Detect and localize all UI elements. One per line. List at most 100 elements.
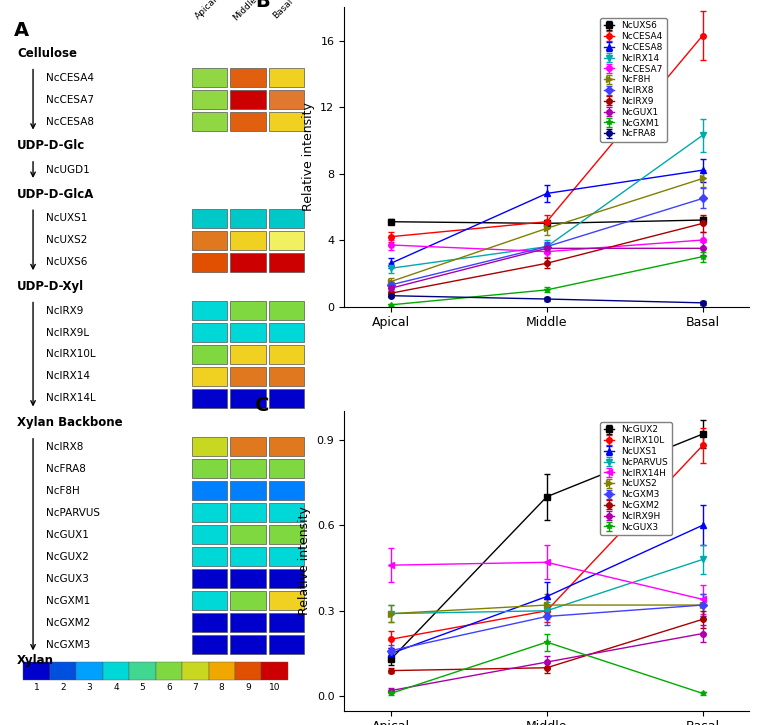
FancyBboxPatch shape <box>192 209 227 228</box>
FancyBboxPatch shape <box>192 90 227 109</box>
FancyBboxPatch shape <box>230 112 266 131</box>
FancyBboxPatch shape <box>235 662 261 680</box>
Text: 1: 1 <box>34 683 39 692</box>
Legend: NcGUX2, NcIRX10L, NcUXS1, NcPARVUS, NcIRX14H, NcUXS2, NcGXM3, NcGXM2, NcIRX9H, N: NcGUX2, NcIRX10L, NcUXS1, NcPARVUS, NcIR… <box>600 422 672 535</box>
FancyBboxPatch shape <box>230 481 266 500</box>
Text: NcIRX8: NcIRX8 <box>45 442 83 452</box>
FancyBboxPatch shape <box>269 301 304 320</box>
FancyBboxPatch shape <box>182 662 208 680</box>
FancyBboxPatch shape <box>192 481 227 500</box>
FancyBboxPatch shape <box>269 526 304 544</box>
FancyBboxPatch shape <box>129 662 156 680</box>
FancyBboxPatch shape <box>192 460 227 478</box>
Text: NcGXM1: NcGXM1 <box>45 596 90 605</box>
FancyBboxPatch shape <box>192 367 227 386</box>
Text: NcUXS2: NcUXS2 <box>45 235 87 245</box>
FancyBboxPatch shape <box>230 209 266 228</box>
Text: NcUGD1: NcUGD1 <box>45 165 89 175</box>
FancyBboxPatch shape <box>230 367 266 386</box>
FancyBboxPatch shape <box>269 635 304 654</box>
Text: NcPARVUS: NcPARVUS <box>45 507 100 518</box>
FancyBboxPatch shape <box>230 613 266 632</box>
FancyBboxPatch shape <box>269 90 304 109</box>
FancyBboxPatch shape <box>269 253 304 272</box>
FancyBboxPatch shape <box>192 592 227 610</box>
Text: 10: 10 <box>269 683 280 692</box>
FancyBboxPatch shape <box>261 662 288 680</box>
FancyBboxPatch shape <box>208 662 235 680</box>
FancyBboxPatch shape <box>192 437 227 456</box>
Text: 6: 6 <box>166 683 172 692</box>
FancyBboxPatch shape <box>269 345 304 364</box>
FancyBboxPatch shape <box>269 68 304 87</box>
Text: NcIRX9: NcIRX9 <box>45 305 83 315</box>
Text: 5: 5 <box>139 683 145 692</box>
Text: 9: 9 <box>245 683 251 692</box>
Text: NcUXS1: NcUXS1 <box>45 213 87 223</box>
FancyBboxPatch shape <box>192 253 227 272</box>
Text: 7: 7 <box>192 683 198 692</box>
FancyBboxPatch shape <box>192 526 227 544</box>
Text: 3: 3 <box>87 683 92 692</box>
FancyBboxPatch shape <box>192 635 227 654</box>
FancyBboxPatch shape <box>269 503 304 522</box>
FancyBboxPatch shape <box>192 547 227 566</box>
Text: Middle: Middle <box>231 0 259 22</box>
Text: NcIRX10L: NcIRX10L <box>45 349 95 360</box>
FancyBboxPatch shape <box>192 389 227 407</box>
Text: Cellulose: Cellulose <box>17 47 77 60</box>
FancyBboxPatch shape <box>269 112 304 131</box>
FancyBboxPatch shape <box>50 662 76 680</box>
Text: Xylan: Xylan <box>17 655 54 668</box>
FancyBboxPatch shape <box>230 547 266 566</box>
FancyBboxPatch shape <box>192 323 227 342</box>
FancyBboxPatch shape <box>269 569 304 588</box>
Text: Apical: Apical <box>194 0 220 22</box>
FancyBboxPatch shape <box>192 231 227 249</box>
Text: UDP-D-Xyl: UDP-D-Xyl <box>17 280 84 293</box>
Text: NcIRX14: NcIRX14 <box>45 371 90 381</box>
Text: NcFRA8: NcFRA8 <box>45 464 86 473</box>
FancyBboxPatch shape <box>230 503 266 522</box>
Text: NcIRX14L: NcIRX14L <box>45 394 95 403</box>
FancyBboxPatch shape <box>192 503 227 522</box>
FancyBboxPatch shape <box>230 231 266 249</box>
Text: NcGXM2: NcGXM2 <box>45 618 90 628</box>
FancyBboxPatch shape <box>230 253 266 272</box>
FancyBboxPatch shape <box>269 613 304 632</box>
FancyBboxPatch shape <box>230 90 266 109</box>
FancyBboxPatch shape <box>23 662 50 680</box>
Text: 8: 8 <box>219 683 225 692</box>
Text: UDP-D-Glc: UDP-D-Glc <box>17 139 86 152</box>
FancyBboxPatch shape <box>192 345 227 364</box>
FancyBboxPatch shape <box>269 231 304 249</box>
Text: 2: 2 <box>61 683 66 692</box>
Text: NcCESA4: NcCESA4 <box>45 72 94 83</box>
FancyBboxPatch shape <box>269 209 304 228</box>
Text: Xylan Backbone: Xylan Backbone <box>17 416 123 429</box>
FancyBboxPatch shape <box>103 662 129 680</box>
FancyBboxPatch shape <box>230 526 266 544</box>
Text: A: A <box>14 21 29 41</box>
FancyBboxPatch shape <box>156 662 182 680</box>
FancyBboxPatch shape <box>269 367 304 386</box>
FancyBboxPatch shape <box>269 460 304 478</box>
FancyBboxPatch shape <box>192 301 227 320</box>
Text: NcF8H: NcF8H <box>45 486 79 496</box>
Text: NcGUX3: NcGUX3 <box>45 573 89 584</box>
FancyBboxPatch shape <box>192 112 227 131</box>
FancyBboxPatch shape <box>269 437 304 456</box>
Y-axis label: Relative intensity: Relative intensity <box>302 102 315 211</box>
Text: NcGXM3: NcGXM3 <box>45 639 90 650</box>
FancyBboxPatch shape <box>230 460 266 478</box>
FancyBboxPatch shape <box>230 345 266 364</box>
FancyBboxPatch shape <box>192 68 227 87</box>
Text: Basal: Basal <box>271 0 294 20</box>
Text: NcGUX1: NcGUX1 <box>45 530 89 539</box>
Text: NcGUX2: NcGUX2 <box>45 552 89 562</box>
Text: B: B <box>255 0 269 12</box>
FancyBboxPatch shape <box>230 569 266 588</box>
FancyBboxPatch shape <box>269 547 304 566</box>
FancyBboxPatch shape <box>269 323 304 342</box>
FancyBboxPatch shape <box>76 662 103 680</box>
